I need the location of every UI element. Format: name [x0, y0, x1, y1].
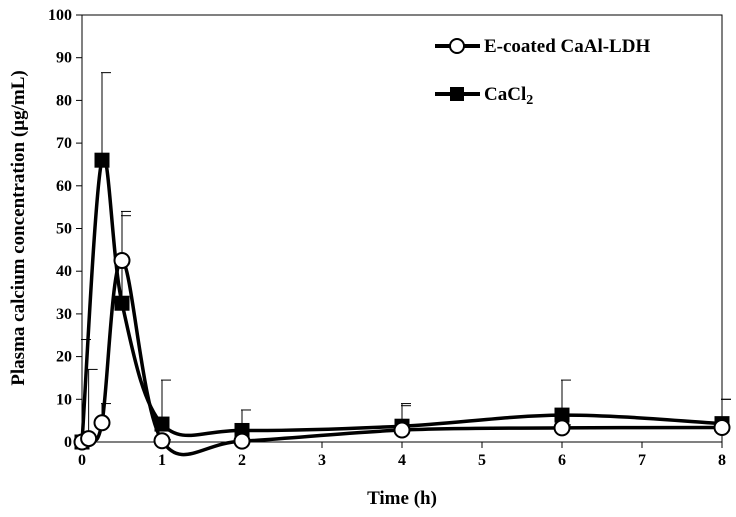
x-axis-title: Time (h): [367, 488, 437, 509]
x-tick-label: 2: [238, 452, 246, 469]
data-point-cacl2: [554, 407, 570, 423]
y-tick-label: 80: [56, 92, 72, 109]
y-tick-label: 20: [56, 349, 72, 366]
y-axis-title: Plasma calcium concentration (µg/mL): [8, 70, 29, 385]
x-tick-label: 0: [78, 452, 86, 469]
y-tick-label: 40: [56, 263, 72, 280]
y-tick-label: 10: [56, 391, 72, 408]
x-tick-label: 6: [558, 452, 566, 469]
series-ldh: [73, 215, 731, 457]
data-point-cacl2: [154, 416, 170, 432]
y-tick-label: 50: [56, 221, 72, 238]
data-point-ldh: [113, 252, 131, 270]
x-tick-label: 8: [718, 452, 726, 469]
data-point-ldh: [153, 432, 171, 450]
y-tick-label: 60: [56, 178, 72, 195]
x-tick-label: 4: [398, 452, 406, 469]
data-point-ldh: [233, 432, 251, 450]
legend: E-coated CaAl-LDH CaCl2: [435, 36, 650, 108]
data-point-ldh: [393, 421, 411, 439]
legend-marker-ldh: [449, 38, 465, 54]
data-point-ldh: [80, 430, 98, 448]
y-tick-label: 70: [56, 135, 72, 152]
x-tick-label: 5: [478, 452, 486, 469]
legend-marker-cacl2: [450, 87, 464, 101]
legend-label-cacl2: CaCl2: [484, 84, 533, 108]
y-tick-label: 0: [64, 434, 72, 451]
x-tick-label: 7: [638, 452, 646, 469]
y-tick-label: 90: [56, 50, 72, 67]
y-tick-label: 30: [56, 306, 72, 323]
series-group: [73, 72, 731, 457]
data-point-cacl2: [114, 295, 130, 311]
data-point-ldh: [713, 418, 731, 436]
x-tick-label: 1: [158, 452, 166, 469]
legend-label-cacl2-base: CaCl: [484, 84, 526, 105]
data-point-ldh: [553, 419, 571, 437]
legend-label-cacl2-subscript: 2: [526, 93, 533, 108]
data-point-ldh: [93, 414, 111, 432]
legend-label-ldh: E-coated CaAl-LDH: [484, 36, 650, 57]
data-point-cacl2: [94, 152, 110, 168]
y-tick-label: 100: [48, 7, 72, 24]
x-tick-label: 3: [318, 452, 326, 469]
